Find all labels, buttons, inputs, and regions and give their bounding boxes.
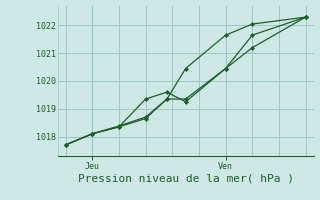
X-axis label: Pression niveau de la mer( hPa ): Pression niveau de la mer( hPa ) [77,173,294,183]
